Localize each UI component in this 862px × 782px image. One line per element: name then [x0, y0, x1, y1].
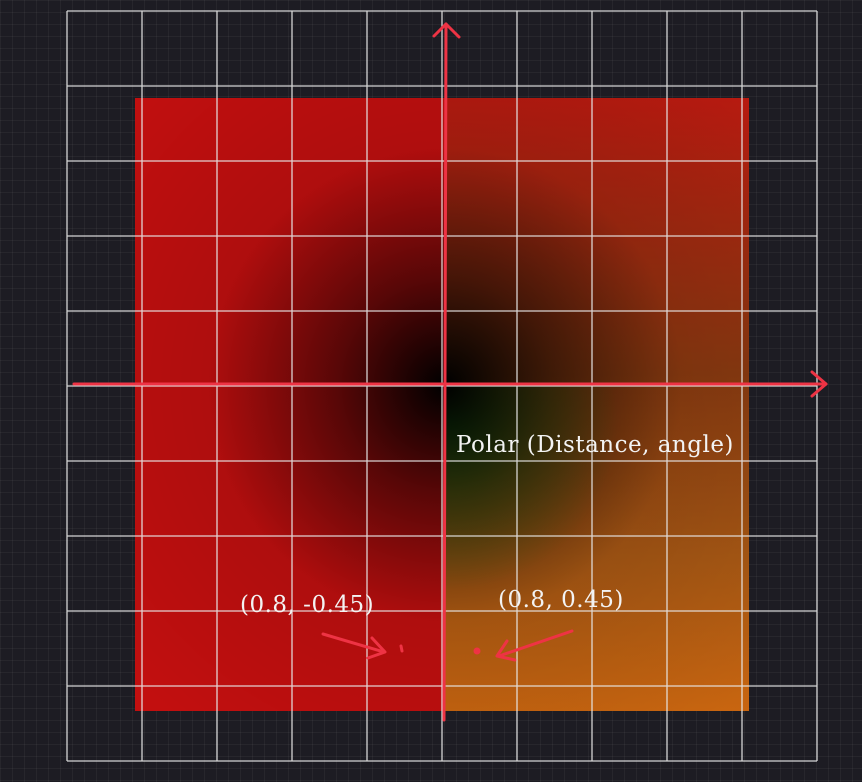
polar-title-label: Polar (Distance, angle): [456, 432, 734, 458]
x-axis: [72, 370, 828, 398]
point-dot-left: [399, 644, 404, 653]
point-dot-right: [473, 647, 481, 655]
arrow-left-icon: [495, 639, 517, 662]
arrow-right-icon: [366, 636, 387, 660]
point-label-right: (0.8, 0.45): [498, 587, 624, 613]
grid-lines: [66, 10, 818, 762]
annotation-left: [321, 632, 404, 660]
annotation-right: [495, 629, 574, 662]
y-axis-arrowhead-icon: [432, 22, 461, 39]
x-axis-arrowhead-icon: [810, 370, 828, 398]
y-axis: [432, 22, 461, 722]
point-label-left: (0.8, -0.45): [240, 592, 375, 618]
